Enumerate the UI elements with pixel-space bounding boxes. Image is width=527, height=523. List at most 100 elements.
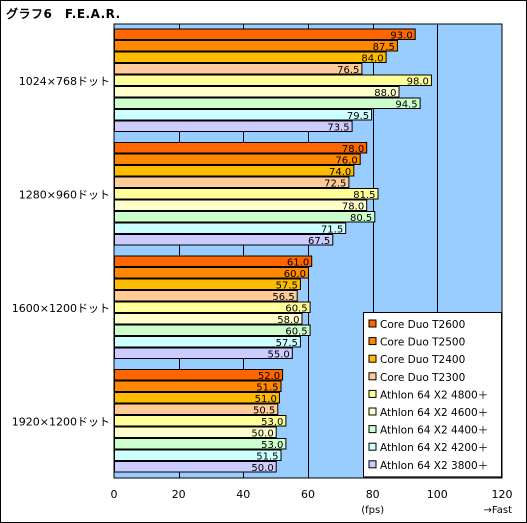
- legend-swatch: [368, 354, 377, 363]
- bar: [114, 415, 287, 427]
- legend-label: Athlon 64 X2 4600＋: [380, 407, 488, 419]
- bar: [114, 165, 355, 177]
- bar: [114, 301, 311, 313]
- bar-value-label: 60.5: [285, 304, 307, 315]
- bar-value-label: 50.5: [253, 406, 275, 417]
- category-label: 1024×768ドット: [19, 75, 110, 88]
- legend-swatch: [368, 425, 377, 434]
- bar: [114, 347, 293, 359]
- bar: [114, 40, 398, 52]
- x-axis-direction-label: →Fast: [484, 505, 513, 516]
- bar-value-label: 51.5: [256, 383, 278, 394]
- bar: [114, 369, 284, 381]
- bar: [114, 403, 279, 415]
- bar: [114, 28, 416, 40]
- bar-value-label: 79.5: [347, 111, 369, 122]
- bar: [114, 324, 311, 336]
- bar-value-label: 78.0: [342, 144, 364, 155]
- bar-value-label: 88.0: [374, 88, 396, 99]
- legend-swatch: [368, 337, 377, 346]
- bar: [114, 109, 373, 121]
- bar: [114, 426, 277, 438]
- bar: [114, 153, 361, 165]
- legend-label: Core Duo T2400: [380, 354, 465, 366]
- x-tick-label: 120: [492, 488, 513, 501]
- bar: [114, 86, 400, 98]
- bar-value-label: 76.0: [335, 156, 357, 167]
- bar: [114, 290, 298, 302]
- bar-value-label: 67.5: [308, 236, 330, 247]
- bar-value-label: 93.0: [390, 31, 412, 42]
- bar-value-label: 55.0: [268, 350, 290, 361]
- legend-label: Core Duo T2600: [380, 319, 465, 331]
- bar-value-label: 51.0: [255, 394, 277, 405]
- x-tick-label: 80: [366, 488, 380, 501]
- x-tick-label: 60: [301, 488, 315, 501]
- bar: [114, 461, 277, 473]
- bar-value-label: 50.0: [251, 429, 273, 440]
- bar: [114, 234, 334, 246]
- bar: [114, 313, 303, 325]
- bar-value-label: 87.5: [373, 42, 395, 53]
- bar-value-label: 80.5: [350, 213, 372, 224]
- legend-label: Athlon 64 X2 3800＋: [380, 460, 488, 472]
- x-axis-label: (fps): [361, 505, 384, 516]
- legend-swatch: [368, 319, 377, 328]
- bar-value-label: 61.0: [287, 258, 309, 269]
- bar: [114, 449, 282, 461]
- bar-value-label: 57.5: [276, 281, 298, 292]
- bar: [114, 199, 368, 211]
- bar-value-label: 76.5: [337, 65, 359, 76]
- bar-value-label: 74.0: [329, 167, 351, 178]
- chart-title: グラフ6 F.E.A.R.: [6, 7, 121, 21]
- bar: [114, 267, 309, 279]
- bar-value-label: 73.5: [327, 123, 349, 134]
- bar: [114, 336, 301, 348]
- bar: [114, 63, 363, 75]
- bar: [114, 176, 350, 188]
- legend-label: Core Duo T2500: [380, 337, 465, 349]
- bar-value-label: 52.0: [258, 371, 280, 382]
- bar-value-label: 84.0: [361, 54, 383, 65]
- bar-value-label: 71.5: [321, 225, 343, 236]
- bar: [114, 74, 432, 86]
- bar-value-label: 58.0: [277, 315, 299, 326]
- legend-swatch: [368, 372, 377, 381]
- legend-label: Athlon 64 X2 4800＋: [380, 389, 488, 401]
- bar: [114, 222, 347, 234]
- bar-value-label: 51.5: [256, 452, 278, 463]
- bar-value-label: 50.0: [251, 463, 273, 474]
- x-tick-label: 20: [172, 488, 186, 501]
- bar: [114, 392, 280, 404]
- bar: [114, 188, 379, 200]
- bar: [114, 51, 387, 63]
- bar-value-label: 72.5: [324, 179, 346, 190]
- bar: [114, 255, 313, 267]
- bar: [114, 211, 376, 223]
- bar-value-label: 81.5: [353, 190, 375, 201]
- bar-value-label: 53.0: [261, 440, 283, 451]
- bar-value-label: 57.5: [276, 338, 298, 349]
- legend: [363, 312, 502, 478]
- legend-label: Core Duo T2300: [380, 372, 465, 384]
- bar: [114, 120, 353, 132]
- legend-swatch: [368, 442, 377, 451]
- bar-value-label: 53.0: [261, 417, 283, 428]
- x-tick-label: 100: [427, 488, 448, 501]
- category-label: 1600×1200ドット: [12, 302, 110, 315]
- bar: [114, 278, 301, 290]
- legend-label: Athlon 64 X2 4200＋: [380, 442, 488, 454]
- bar: [114, 380, 282, 392]
- bar-value-label: 78.0: [342, 202, 364, 213]
- legend-swatch: [368, 407, 377, 416]
- x-tick-label: 40: [236, 488, 250, 501]
- bar: [114, 97, 421, 109]
- bar-value-label: 98.0: [407, 77, 429, 88]
- bar: [114, 142, 368, 154]
- bar-value-label: 56.5: [272, 292, 294, 303]
- x-tick-label: 0: [111, 488, 118, 501]
- bar: [114, 438, 287, 450]
- bar-value-label: 94.5: [395, 100, 417, 111]
- legend-label: Athlon 64 X2 4400＋: [380, 425, 488, 437]
